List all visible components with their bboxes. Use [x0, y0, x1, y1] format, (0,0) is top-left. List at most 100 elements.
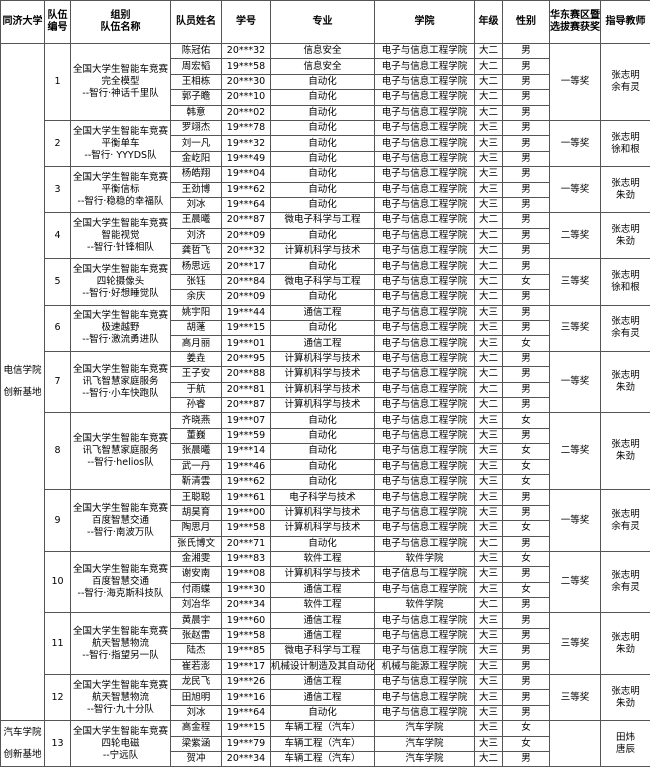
grade: 大三: [474, 581, 503, 599]
grade: 大三: [474, 320, 503, 337]
college: 电子与信息工程学院: [374, 674, 475, 691]
member-name: 胡蓬: [170, 320, 222, 337]
student-id: 20***95: [221, 350, 271, 368]
table-row: 12 全国大学生智能车竞赛 航天智慧物流 --智行·九十分队 龙民飞 19***26 通…: [1, 674, 650, 722]
award: 三等奖: [549, 674, 601, 722]
gender: 男: [502, 150, 550, 168]
college: 电子与信息工程学院: [374, 704, 475, 722]
college: 汽车学院: [374, 720, 475, 737]
major: 信息安全: [270, 42, 375, 60]
member-name: 陶思月: [170, 520, 222, 537]
team-number: 1: [44, 43, 71, 121]
gender: 女: [502, 720, 550, 737]
grade: 大三: [474, 689, 503, 706]
grade: 大二: [474, 750, 503, 768]
team-title: 全国大学生智能车竞赛 四轮电磁 --宁远队: [70, 720, 171, 768]
table-row: 高月丽 19***01 通信工程 电子与信息工程学院 大三女: [1, 335, 650, 352]
team-number: 6: [44, 304, 71, 352]
college: 电子与信息工程学院: [374, 335, 475, 352]
student-id: 19***17: [221, 658, 271, 676]
team-title: 全国大学生智能车竞赛 讯飞智慧家庭服务 --智行·小车快跑队: [70, 350, 171, 414]
gender: 男: [502, 119, 550, 137]
college: 电子与信息工程学院: [374, 273, 475, 291]
major: 自动化: [270, 427, 375, 445]
team-title: 全国大学生智能车竞赛 平衡信标 --智行·稳稳的幸福队: [70, 166, 171, 214]
grade: 大三: [474, 643, 503, 660]
header-row: 同济大学 队伍编号 组别 队伍名称 队员姓名 学号 专业 学院 年级 性别 华东…: [0, 0, 650, 44]
major: 软件工程: [270, 597, 375, 614]
gender: 男: [502, 166, 550, 183]
award: [549, 720, 601, 768]
table-row: 武一丹 19***46 自动化 电子与信息工程学院 大三女: [1, 458, 650, 475]
gender: 男: [502, 89, 550, 106]
table-row: 电信学院 创新基地 1 全国大学生智能车竞赛 完全模型 --智行·神话千里队 陈冠佑 2…: [0, 42, 650, 722]
table-row: 王劲博 19***62 自动化 电子与信息工程学院 大三男: [1, 181, 650, 198]
table-row: 付雨蝶 19***30 通信工程 电子与信息工程学院 大三女: [1, 581, 650, 599]
college: 电子与信息工程学院: [374, 689, 475, 706]
table-row: 张晨曦 19***14 自动化 电子与信息工程学院 大三女: [1, 443, 650, 460]
gender: 男: [502, 535, 550, 552]
grade: 大三: [474, 550, 503, 568]
student-id: 19***44: [221, 304, 271, 322]
member-name: 罗翊杰: [170, 119, 222, 137]
member-name: 王劲博: [170, 181, 222, 198]
major: 计算机科学与技术: [270, 243, 375, 260]
college: 电子与信息工程学院: [374, 212, 475, 229]
header-member-name: 队员姓名: [170, 0, 222, 44]
student-id: 19***58: [221, 58, 271, 75]
advisors: 张志明 朱劲: [600, 612, 650, 676]
major: 通信工程: [270, 689, 375, 706]
college: 电子与信息工程学院: [374, 258, 475, 275]
header-university: 同济大学: [0, 0, 45, 44]
student-id: 20***09: [221, 289, 271, 306]
college: 电子与信息工程学院: [374, 289, 475, 306]
member-name: 黄晨宇: [170, 612, 222, 629]
member-name: 郭子瞻: [170, 89, 222, 106]
major: 机械设计制造及其自动化: [270, 658, 375, 676]
advisors: 张志明 徐和根: [600, 258, 650, 306]
college: 电子与信息工程学院: [374, 42, 475, 60]
gender: 女: [502, 735, 550, 752]
team-title: 全国大学生智能车竞赛 航天智慧物流 --智行·指望另一队: [70, 612, 171, 676]
student-id: 19***79: [221, 735, 271, 752]
team-title: 全国大学生智能车竞赛 极速越野 --智行·激流勇进队: [70, 304, 171, 352]
college: 电子与信息工程学院: [374, 412, 475, 429]
grade: 大二: [474, 227, 503, 245]
member-name: 梁紫涵: [170, 735, 222, 752]
major: 车辆工程（汽车）: [270, 720, 375, 737]
student-id: 20***10: [221, 89, 271, 106]
member-name: 靳清雲: [170, 473, 222, 491]
header-gender: 性别: [502, 0, 550, 44]
college: 电子与信息工程学院: [374, 227, 475, 245]
award: 三等奖: [549, 304, 601, 352]
table-row: 董巍 19***59 自动化 电子与信息工程学院 大三男: [1, 427, 650, 445]
college: 电子与信息工程学院: [374, 104, 475, 121]
grade: 大二: [474, 42, 503, 60]
major: 通信工程: [270, 335, 375, 352]
college: 电子与信息工程学院: [374, 119, 475, 137]
table-row: 梁紫涵 19***79 车辆工程（汽车） 汽车学院 大三女: [1, 735, 650, 752]
member-name: 齐晓燕: [170, 412, 222, 429]
member-name: 武一丹: [170, 458, 222, 475]
gender: 男: [502, 504, 550, 522]
advisors: 张志明 余有灵: [600, 489, 650, 552]
gender: 女: [502, 443, 550, 460]
student-id: 19***15: [221, 720, 271, 737]
gender: 男: [502, 627, 550, 645]
grade: 大二: [474, 243, 503, 260]
major: 自动化: [270, 473, 375, 491]
team-number: 3: [44, 166, 71, 214]
grade: 大二: [474, 396, 503, 414]
table-row: 王子安 20***88 计算机科学与技术 电子与信息工程学院 大二男: [1, 366, 650, 383]
grade: 大二: [474, 535, 503, 552]
major: 自动化: [270, 89, 375, 106]
major: 自动化: [270, 119, 375, 137]
college: 电子与信息工程学院: [374, 73, 475, 91]
grade: 大三: [474, 335, 503, 352]
student-id: 19***49: [221, 150, 271, 168]
student-id: 20***30: [221, 73, 271, 91]
member-name: 陆杰: [170, 643, 222, 660]
gender: 男: [502, 750, 550, 768]
member-name: 董巍: [170, 427, 222, 445]
table-row: 3 全国大学生智能车竞赛 平衡信标 --智行·稳稳的幸福队 杨皓翔 19***04 自动…: [1, 166, 650, 214]
